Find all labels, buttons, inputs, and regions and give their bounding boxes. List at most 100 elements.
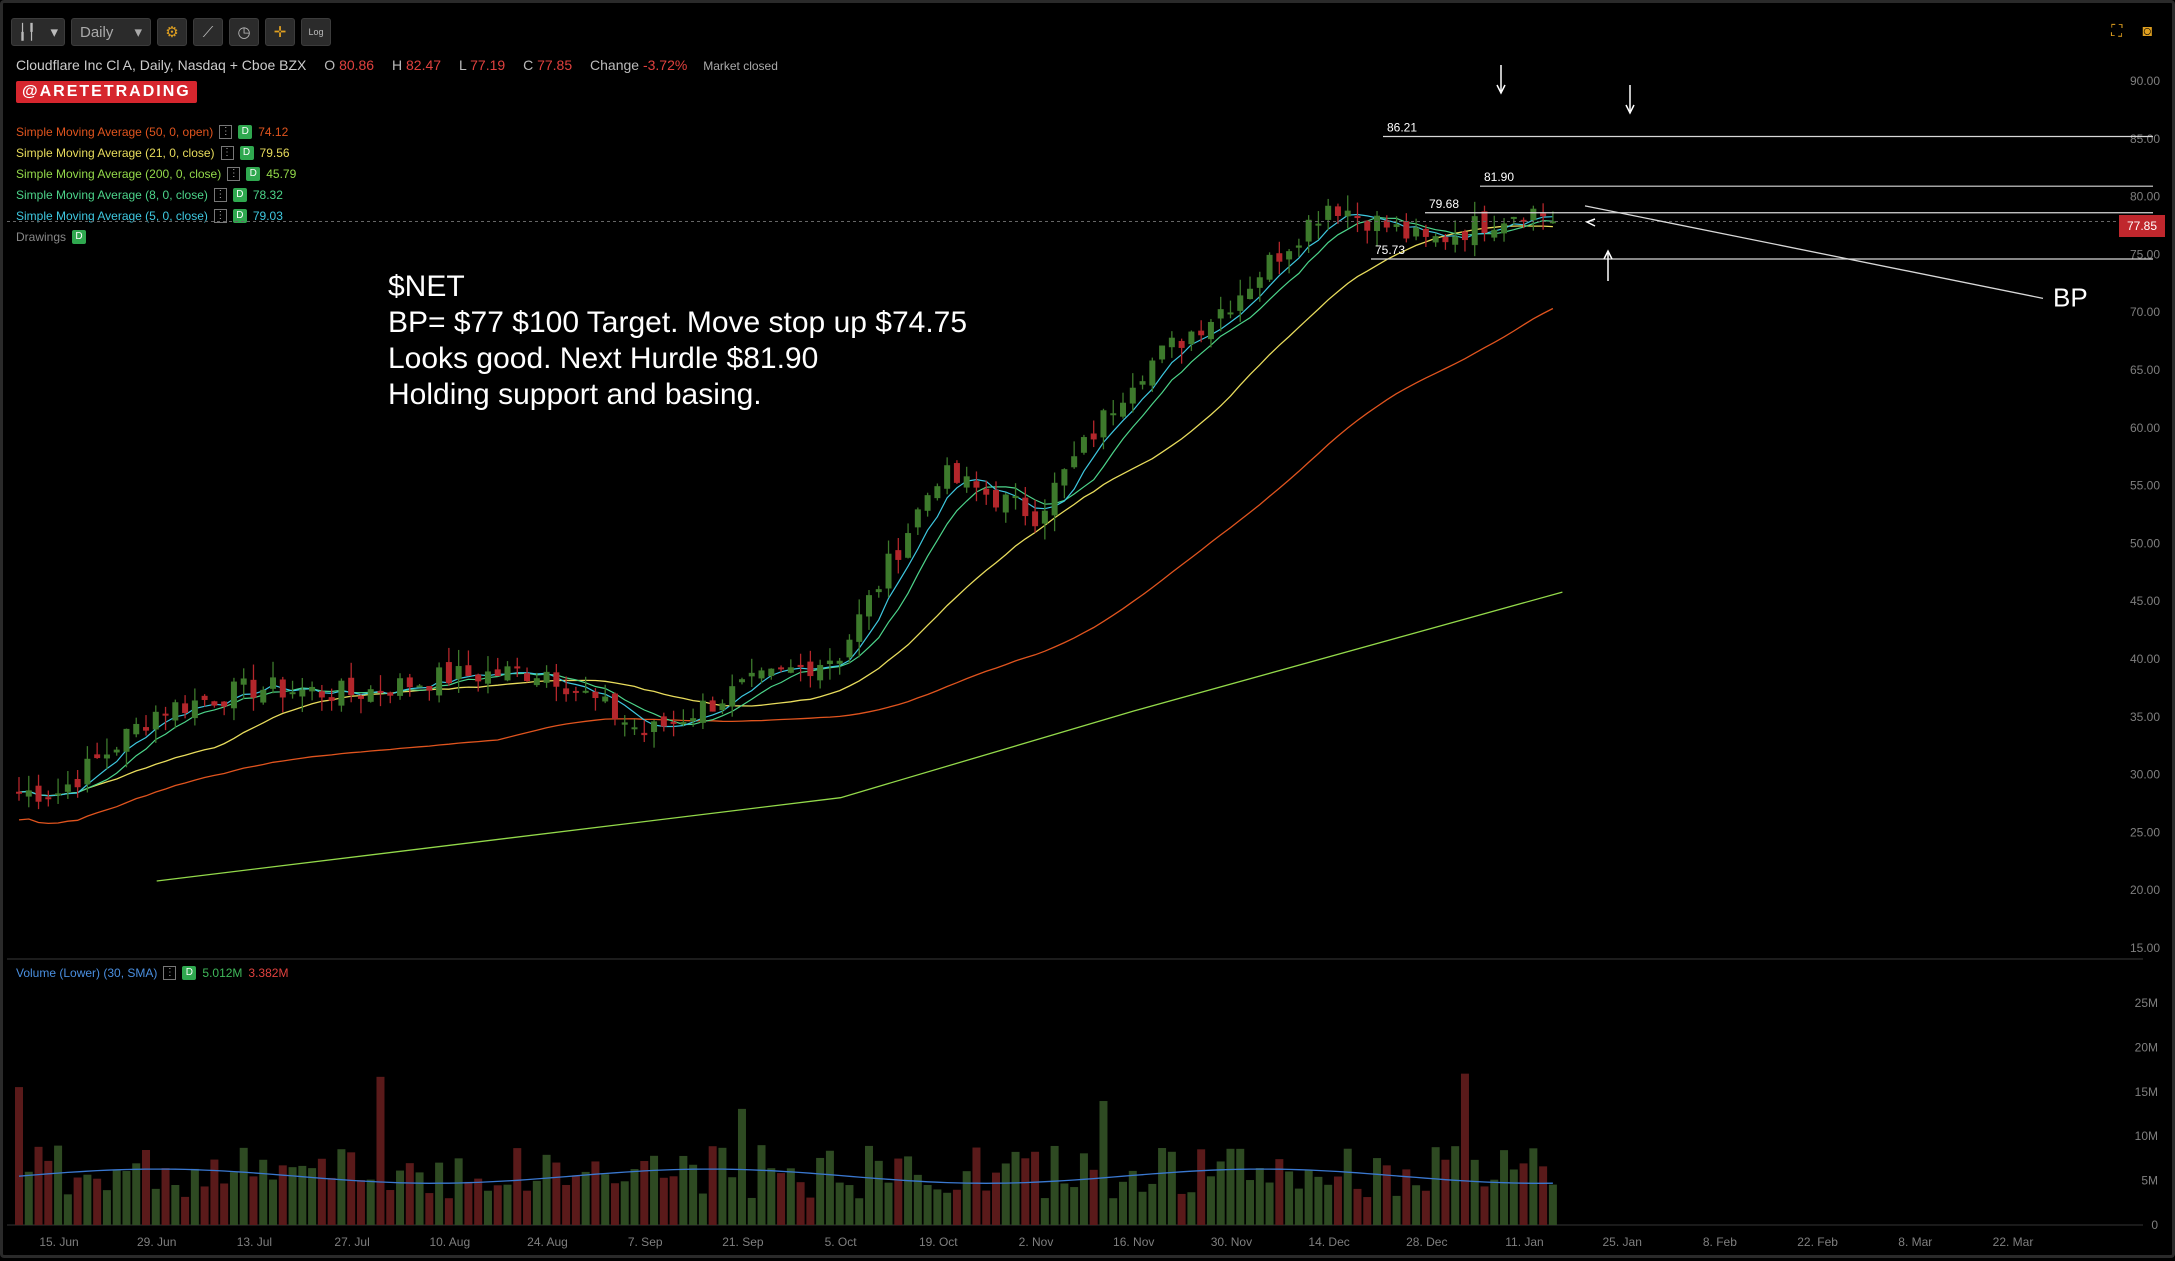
study-menu-icon[interactable]: ⋮ — [163, 966, 177, 980]
volume-study[interactable]: Volume (Lower) (30, SMA) ⋮ D 5.012M 3.38… — [16, 966, 288, 980]
log-scale-button[interactable]: Log — [301, 18, 331, 46]
candle-body — [1237, 295, 1244, 311]
candle-body — [905, 533, 912, 558]
candle-body — [279, 679, 286, 698]
x-tick-label: 21. Sep — [722, 1235, 764, 1249]
volume-bar — [347, 1152, 356, 1225]
volume-bar — [171, 1185, 180, 1225]
volume-bar — [151, 1188, 160, 1225]
volume-bar — [122, 1170, 131, 1225]
study-sma-21[interactable]: Simple Moving Average (21, 0, close) ⋮ D… — [16, 146, 290, 160]
drawings-label: Drawings — [16, 230, 67, 244]
drawing-tool-button[interactable]: ⟋ — [193, 18, 223, 46]
study-value: 45.79 — [266, 167, 297, 181]
volume-bar — [982, 1190, 991, 1225]
volume-bar — [943, 1192, 952, 1225]
candle-body — [709, 700, 716, 712]
candle-body — [1393, 224, 1400, 227]
candle-body — [1520, 219, 1527, 222]
volume-bar — [337, 1149, 346, 1225]
volume-bar — [1119, 1181, 1128, 1225]
chart-annotation: $NET BP= $77 $100 Target. Move stop up $… — [388, 270, 968, 411]
clock-button[interactable]: ◷ — [229, 18, 259, 46]
candle-body — [318, 691, 325, 698]
price-chart[interactable]: 90.00 85.00 80.00 75.00 70.00 65.00 60.00 55.00… — [3, 3, 2175, 1261]
y-tick-label: 15.00 — [2130, 941, 2160, 955]
candle-body — [201, 695, 208, 701]
settings-button[interactable]: ⚙ — [157, 18, 187, 46]
change-value: -3.72% — [642, 57, 688, 73]
drawings-row[interactable]: Drawings D — [16, 230, 87, 244]
candle-body — [1129, 387, 1136, 404]
camera-icon[interactable]: ◙ — [2142, 23, 2152, 40]
candle-body — [738, 679, 745, 683]
candle-body — [338, 680, 345, 706]
study-d-badge[interactable]: D — [238, 125, 253, 139]
volume-bar — [435, 1162, 444, 1225]
candle-body — [1510, 216, 1517, 219]
study-menu-icon[interactable]: ⋮ — [220, 146, 234, 160]
study-sma-5[interactable]: Simple Moving Average (5, 0, close) ⋮ D … — [16, 209, 283, 223]
volume-bar — [1451, 1146, 1460, 1225]
candle-body — [123, 728, 130, 752]
study-label: Simple Moving Average (50, 0, open) — [16, 125, 214, 139]
study-sma-50[interactable]: Simple Moving Average (50, 0, open) ⋮ D … — [16, 125, 288, 139]
crosshair-button[interactable]: ✛ — [265, 18, 295, 46]
candle-body — [182, 703, 189, 713]
candle-body — [768, 668, 775, 677]
volume-bar — [1167, 1151, 1176, 1225]
study-menu-icon[interactable]: ⋮ — [219, 125, 233, 139]
volume-bar — [669, 1176, 678, 1225]
volume-bar — [591, 1161, 600, 1225]
candle-body — [836, 660, 843, 664]
candle-body — [865, 595, 872, 617]
study-d-badge[interactable]: D — [232, 209, 247, 223]
study-d-badge[interactable]: D — [246, 167, 261, 181]
high-value: 82.47 — [406, 57, 442, 73]
volume-bar — [845, 1185, 854, 1225]
candle-body — [475, 674, 482, 682]
study-d-badge[interactable]: D — [182, 966, 197, 980]
study-menu-icon[interactable]: ⋮ — [227, 167, 241, 181]
study-sma-200[interactable]: Simple Moving Average (200, 0, close) ⋮ … — [16, 167, 296, 181]
study-d-badge[interactable]: D — [232, 188, 247, 202]
open-label: O — [324, 57, 336, 73]
volume-bar — [1441, 1159, 1450, 1225]
sma-8-line — [18, 216, 1553, 797]
candle-body — [778, 667, 785, 670]
candle-body — [1198, 330, 1205, 336]
volume-bar — [1070, 1187, 1079, 1225]
candle-body — [856, 614, 863, 642]
candle-body — [611, 693, 618, 719]
candle-body — [152, 711, 159, 730]
chart-type-button[interactable]: ╽╿ ▾ — [11, 18, 65, 46]
candle-body — [484, 671, 491, 684]
expand-icon[interactable]: ⛶ — [2111, 23, 2123, 40]
volume-bar — [298, 1165, 307, 1225]
volume-bar — [444, 1198, 453, 1225]
volume-bar — [1246, 1180, 1255, 1225]
volume-bar — [1021, 1158, 1030, 1225]
candle-body — [924, 495, 931, 511]
drawings-d-badge[interactable]: D — [72, 230, 87, 244]
x-tick-label: 29. Jun — [137, 1235, 176, 1249]
volume-bar — [366, 1179, 375, 1225]
y-tick-label: 65.00 — [2130, 363, 2160, 377]
candle-body — [1071, 456, 1078, 468]
study-d-badge[interactable]: D — [239, 146, 254, 160]
study-menu-icon[interactable]: ⋮ — [213, 209, 227, 223]
low-label: L — [458, 57, 467, 73]
volume-bar — [1050, 1145, 1059, 1225]
market-status: Market closed — [703, 59, 778, 73]
candle-body — [582, 690, 589, 693]
candle-body — [1256, 277, 1263, 288]
study-sma-8[interactable]: Simple Moving Average (8, 0, close) ⋮ D … — [16, 188, 283, 202]
study-menu-icon[interactable]: ⋮ — [213, 188, 227, 202]
candle-body — [230, 681, 237, 709]
toolbar: ╽╿ ▾ Daily ▾ ⚙ ⟋ ◷ ✛ Log — [11, 17, 331, 47]
candle-body — [1061, 469, 1068, 486]
timeframe-select[interactable]: Daily ▾ — [71, 18, 151, 46]
y-tick-label: 55.00 — [2130, 479, 2160, 493]
volume-bar — [1001, 1163, 1010, 1225]
